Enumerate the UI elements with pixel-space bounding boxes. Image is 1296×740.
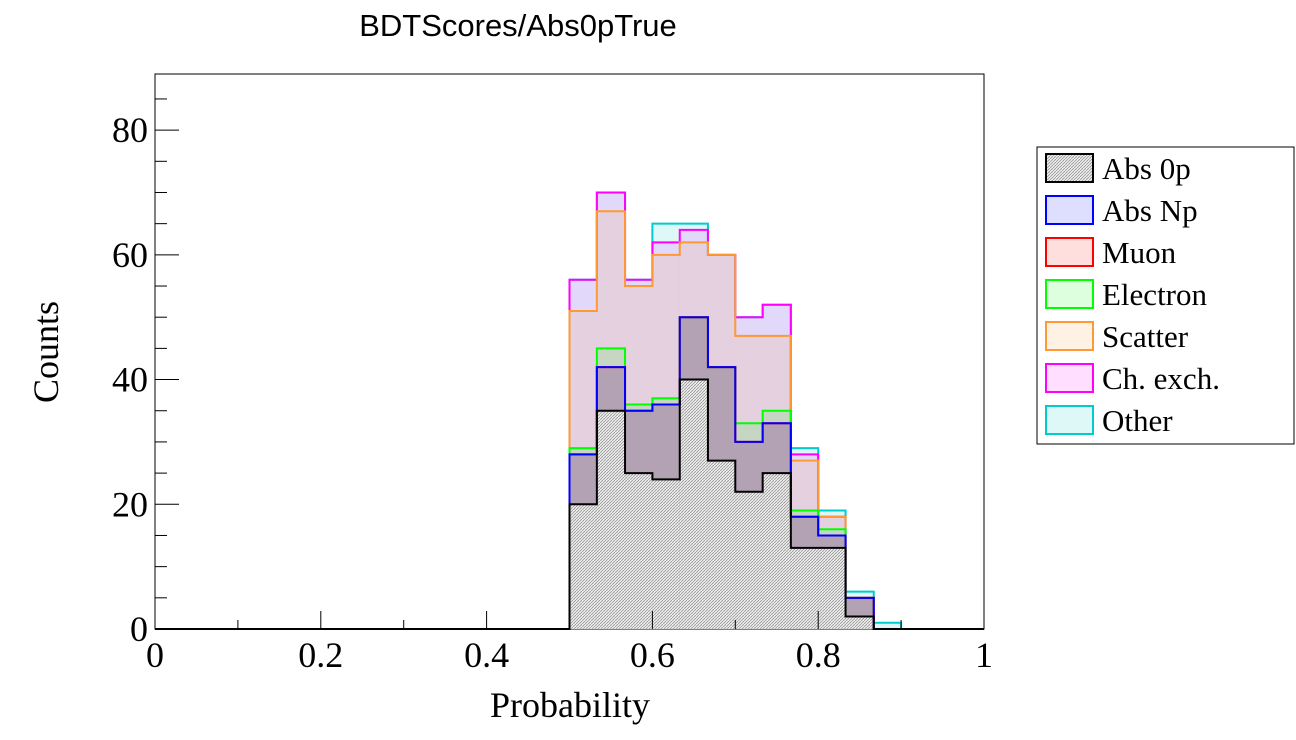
bar-fill-0-10 — [845, 616, 874, 629]
chart-title: BDTScores/Abs0pTrue — [359, 8, 677, 43]
y-tick-label: 0 — [130, 609, 148, 649]
legend-label: Ch. exch. — [1102, 361, 1220, 396]
x-tick-label: 0.6 — [630, 635, 675, 675]
bar-fill-0-8 — [790, 547, 819, 629]
legend-label: Other — [1102, 403, 1173, 438]
x-tick-label: 0.2 — [298, 635, 343, 675]
y-axis-label: Counts — [26, 301, 66, 403]
x-tick-label: 0.8 — [796, 635, 841, 675]
bar-fill-0-7 — [762, 473, 791, 629]
y-tick-label: 20 — [112, 484, 148, 524]
legend-swatch — [1045, 363, 1094, 393]
x-axis-label: Probability — [490, 685, 650, 725]
bar-fill-0-5 — [707, 460, 736, 629]
legend-swatch-bg — [1046, 322, 1093, 350]
legend-label: Abs Np — [1102, 193, 1198, 228]
legend-swatch-bg — [1046, 238, 1093, 266]
legend-swatch — [1045, 321, 1094, 351]
legend-swatch — [1045, 237, 1094, 267]
legend-swatch-bg — [1046, 364, 1093, 392]
legend-label: Muon — [1102, 235, 1177, 270]
legend-swatch — [1045, 153, 1094, 183]
legend-label: Electron — [1102, 277, 1208, 312]
bar-fill-0-2 — [625, 473, 653, 629]
bar-fill-0-4 — [679, 379, 708, 629]
bar-fill-0-9 — [818, 547, 846, 629]
legend-swatch — [1045, 279, 1094, 309]
legend-swatch — [1045, 405, 1094, 435]
bar-fill-0-6 — [735, 491, 763, 629]
x-tick-label: 0.4 — [464, 635, 509, 675]
legend: Abs 0p Abs Np Muon Electron Scatter Ch. exch.… — [1036, 146, 1295, 445]
legend-swatch-bg — [1046, 280, 1093, 308]
axes: 0 0.2 0.4 0.6 0.8 1 0 20 40 60 80 — [112, 98, 993, 675]
y-tick-label: 80 — [112, 110, 148, 150]
bar-fill-0-0 — [569, 504, 597, 629]
legend-swatch-bg — [1046, 406, 1093, 434]
legend-swatch — [1045, 195, 1094, 225]
series-outline-0 — [155, 378, 984, 630]
y-tick-label: 40 — [112, 360, 148, 400]
bar-fill-0-1 — [596, 410, 626, 629]
bar-fill-0-3 — [652, 479, 680, 629]
legend-label: Abs 0p — [1102, 151, 1191, 186]
y-tick-label: 60 — [112, 235, 148, 275]
bar-fill-6-11 — [873, 622, 902, 629]
legend-swatch-bg — [1046, 196, 1093, 224]
histogram-bars — [155, 191, 984, 630]
x-tick-label: 1 — [975, 635, 993, 675]
x-tick-label: 0 — [146, 635, 164, 675]
legend-label: Scatter — [1102, 319, 1189, 354]
